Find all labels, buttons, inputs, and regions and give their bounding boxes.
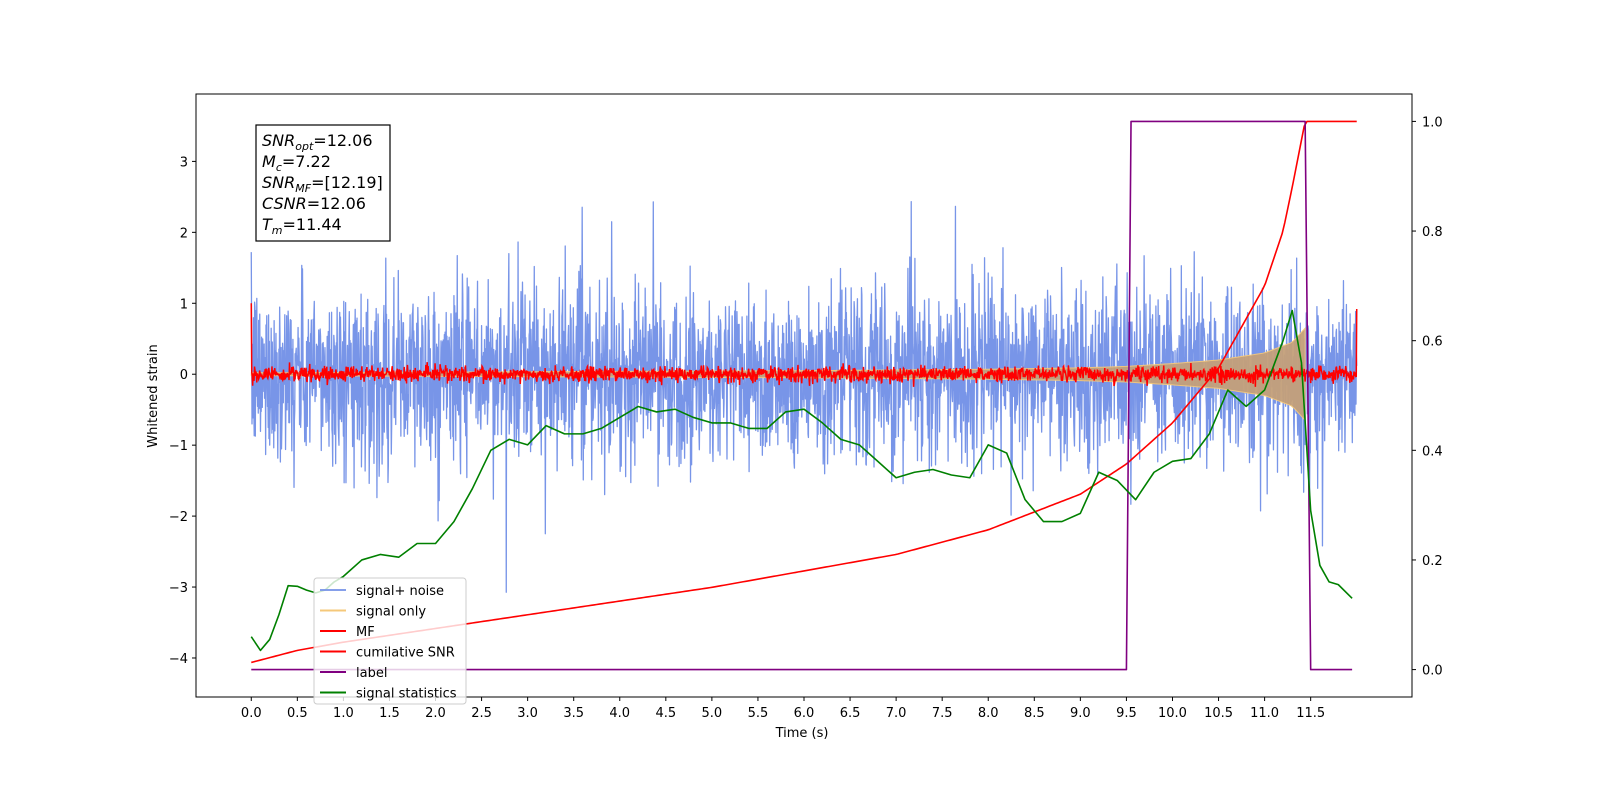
x-tick-label: 5.5 [748, 706, 769, 721]
legend-label: MF [356, 625, 375, 640]
y-tick-label: 3 [180, 155, 188, 170]
x-axis: 0.0 0.5 1.0 1.5 2.0 2.5 3.0 3.5 4.0 4.5 5.0 5.5 6.0 6… [241, 697, 1325, 721]
x-tick-label: 8.5 [1024, 706, 1045, 721]
annotation-line: SNRopt=12.06 [262, 131, 373, 153]
legend-label: signal+ noise [356, 584, 444, 599]
y-right-tick-label: 0.6 [1422, 335, 1443, 350]
plot-area [250, 120, 1358, 671]
y-tick-label: −3 [169, 581, 188, 596]
legend: signal+ noise signal only MF cumilative SNR… [313, 577, 467, 705]
series-label [251, 120, 1353, 671]
legend-label: cumilative SNR [356, 646, 455, 661]
y-right-tick-label: 0.4 [1422, 444, 1443, 459]
series-mf [250, 303, 1358, 387]
x-tick-label: 0.5 [287, 706, 308, 721]
x-tick-label: 1.0 [333, 706, 354, 721]
y-right-tick-label: 0.8 [1422, 225, 1443, 240]
y-tick-label: 1 [180, 297, 188, 312]
x-tick-label: 6.0 [794, 706, 815, 721]
legend-label: signal only [356, 605, 426, 620]
x-tick-label: 3.0 [517, 706, 538, 721]
x-tick-label: 3.5 [563, 706, 584, 721]
x-tick-label: 0.0 [241, 706, 262, 721]
x-tick-label: 11.5 [1296, 706, 1325, 721]
x-tick-label: 1.5 [379, 706, 400, 721]
legend-label: label [356, 666, 387, 681]
y-axis-label: Whitened strain [146, 344, 161, 447]
y-axis-right: 1.0 0.8 0.6 0.4 0.2 0.0 [1412, 115, 1443, 679]
x-tick-label: 10.5 [1204, 706, 1233, 721]
y-right-tick-label: 0.0 [1422, 664, 1443, 679]
x-tick-label: 7.5 [932, 706, 953, 721]
y-axis-left: 3 2 1 0 −1 −2 −3 −4 [169, 155, 196, 667]
y-tick-label: −1 [169, 439, 188, 454]
y-tick-label: 2 [180, 226, 188, 241]
y-right-tick-label: 1.0 [1422, 115, 1443, 130]
x-tick-label: 6.5 [840, 706, 861, 721]
x-tick-label: 8.0 [978, 706, 999, 721]
x-tick-label: 11.0 [1250, 706, 1279, 721]
x-tick-label: 9.0 [1070, 706, 1091, 721]
x-tick-label: 9.5 [1116, 706, 1137, 721]
x-tick-label: 4.0 [609, 706, 630, 721]
y-tick-label: −4 [169, 652, 188, 667]
y-tick-label: −2 [169, 510, 188, 525]
legend-frame [313, 577, 467, 705]
series-signal-statistics [250, 309, 1353, 652]
stats-annotation-box: SNRopt=12.06Mc=7.22SNRMF=[12.19]CSNR=12.… [255, 124, 391, 242]
annotation-line: Tm=11.44 [262, 215, 342, 237]
annotation-line: Mc=7.22 [262, 152, 331, 174]
x-tick-label: 10.0 [1158, 706, 1187, 721]
annotation-line: CSNR=12.06 [262, 194, 366, 213]
y-right-tick-label: 0.2 [1422, 554, 1443, 569]
x-tick-label: 2.0 [425, 706, 446, 721]
x-tick-label: 5.0 [702, 706, 723, 721]
x-tick-label: 2.5 [471, 706, 492, 721]
y-tick-label: 0 [180, 368, 188, 383]
series-signal-plus-noise [250, 201, 1358, 593]
x-axis-label: Time (s) [775, 726, 829, 741]
x-tick-label: 7.0 [886, 706, 907, 721]
annotation-frame [255, 124, 391, 242]
annotation-line: SNRMF=[12.19] [262, 173, 383, 195]
legend-label: signal statistics [356, 687, 457, 702]
x-tick-label: 4.5 [655, 706, 676, 721]
